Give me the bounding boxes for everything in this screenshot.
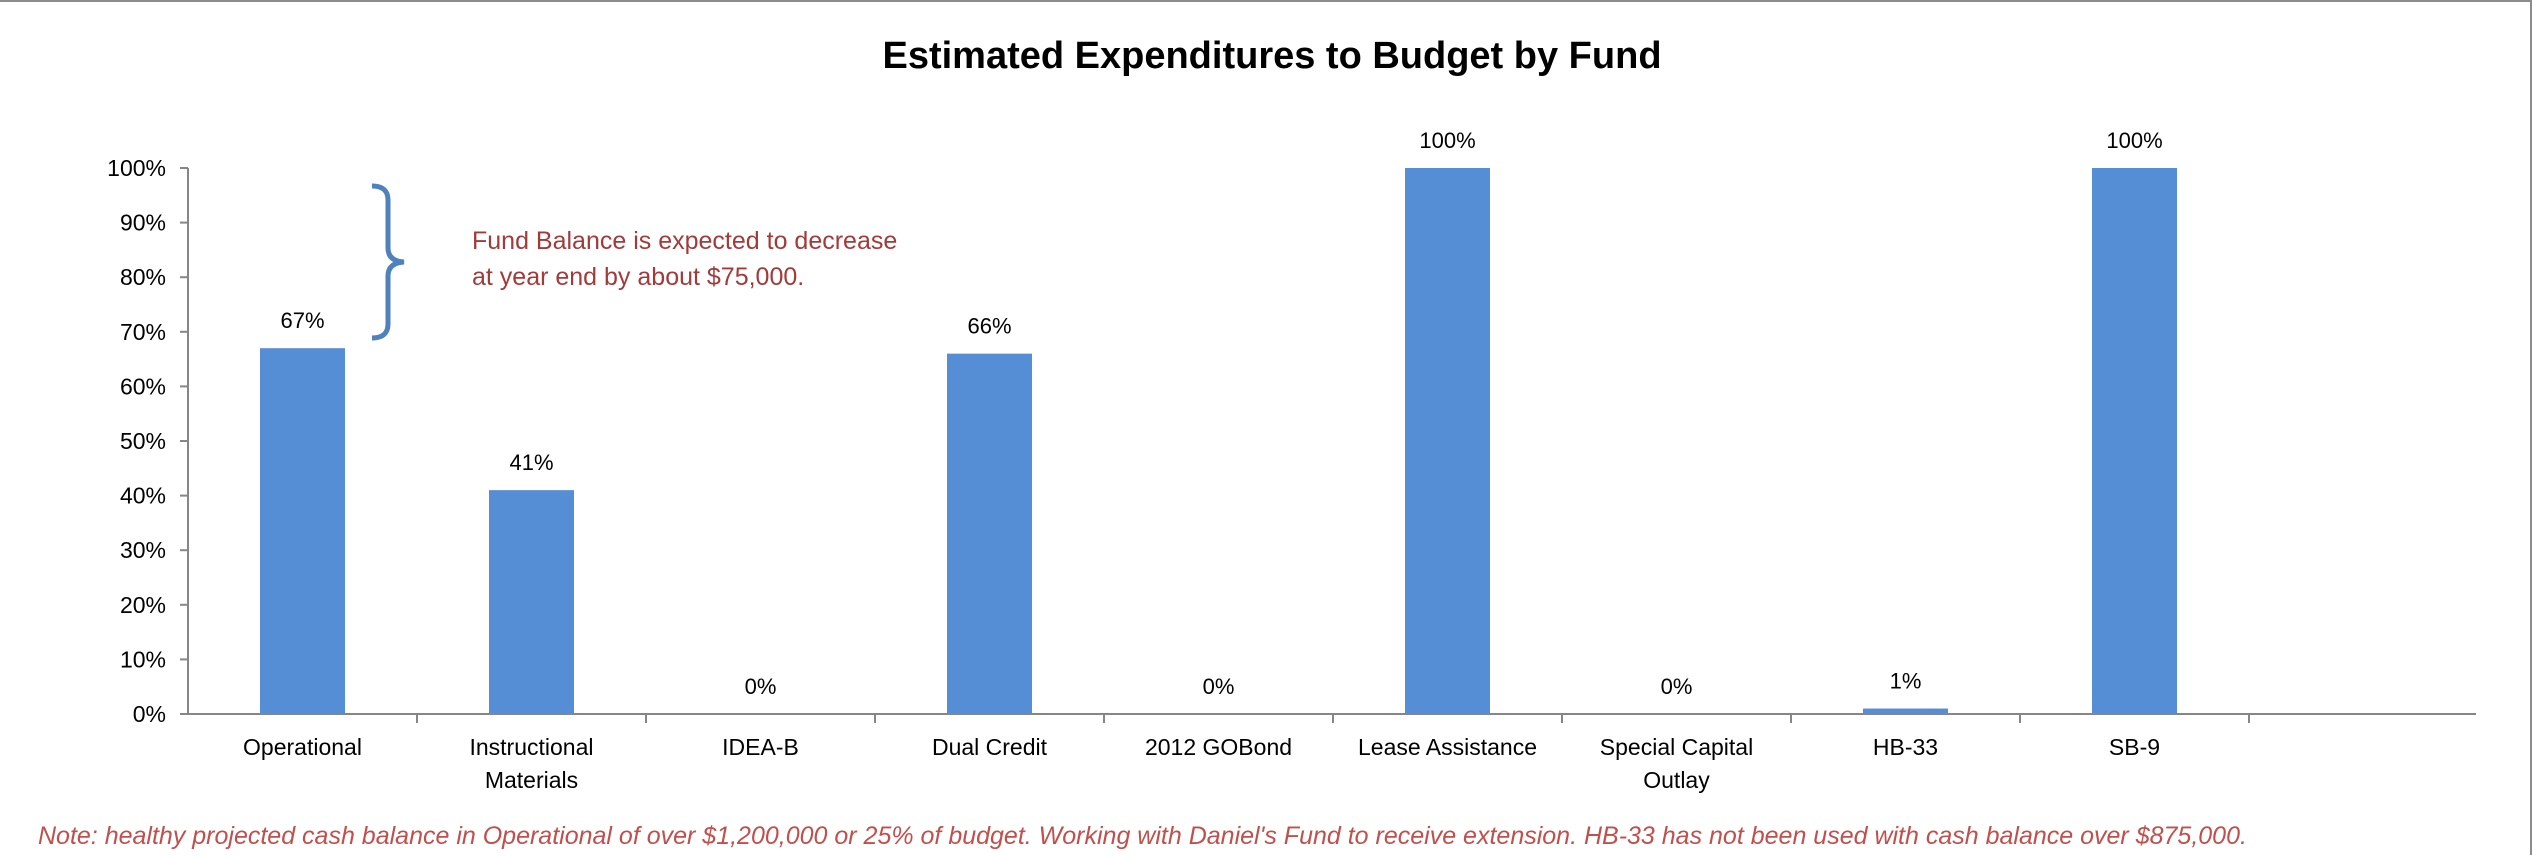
data-label: 0%: [1203, 674, 1235, 699]
annotation-line-1: Fund Balance is expected to decrease: [472, 227, 897, 255]
data-label: 66%: [967, 314, 1011, 339]
data-label: 0%: [745, 674, 777, 699]
data-label: 100%: [1419, 128, 1475, 153]
bar: [1405, 168, 1490, 714]
data-labels: 67% 41% 0% 66% 0% 100% 0% 1% 100%: [280, 128, 2162, 699]
bar: [2092, 168, 2177, 714]
annotation-brace: [371, 183, 405, 341]
y-tick-label: 40%: [120, 483, 166, 509]
bar: [489, 490, 574, 714]
category-label: Operational: [243, 734, 362, 760]
y-tick-label: 90%: [120, 210, 166, 236]
bar: [1863, 708, 1948, 714]
y-axis-ticks: 0% 10% 20% 30% 40% 50% 60% 70% 80% 90% 100%: [107, 155, 188, 727]
chart-title: Estimated Expenditures to Budget by Fund: [882, 35, 1661, 77]
category-label: HB-33: [1873, 734, 1938, 760]
data-label: 100%: [2106, 128, 2162, 153]
y-tick-label: 30%: [120, 537, 166, 563]
data-label: 0%: [1661, 674, 1693, 699]
y-tick-label: 70%: [120, 319, 166, 345]
y-tick-label: 50%: [120, 428, 166, 454]
category-label: IDEA-B: [722, 734, 799, 760]
footnote: Note: healthy projected cash balance in …: [38, 822, 2247, 850]
category-label: Lease Assistance: [1358, 734, 1537, 760]
x-axis-ticks: [416, 714, 2250, 723]
y-tick-label: 0%: [133, 701, 166, 727]
y-tick-label: 10%: [120, 646, 166, 672]
bars: [260, 168, 2177, 714]
category-label: Materials: [485, 767, 578, 793]
y-tick-label: 60%: [120, 373, 166, 399]
data-label: 1%: [1890, 669, 1922, 694]
bar: [260, 348, 345, 714]
category-labels: Operational Instructional Materials IDEA-B D…: [243, 734, 2160, 793]
category-label: SB-9: [2109, 734, 2160, 760]
category-label: Special Capital: [1600, 734, 1753, 760]
y-tick-label: 100%: [107, 155, 166, 181]
data-label: 41%: [509, 450, 553, 475]
bar: [947, 353, 1032, 714]
y-tick-label: 20%: [120, 592, 166, 618]
annotation-line-2: at year end by about $75,000.: [472, 263, 804, 291]
category-label: 2012 GOBond: [1145, 734, 1292, 760]
data-label: 67%: [280, 308, 324, 333]
category-label: Dual Credit: [932, 734, 1048, 760]
category-label: Instructional: [469, 734, 593, 760]
category-label: Outlay: [1643, 767, 1710, 793]
y-tick-label: 80%: [120, 264, 166, 290]
